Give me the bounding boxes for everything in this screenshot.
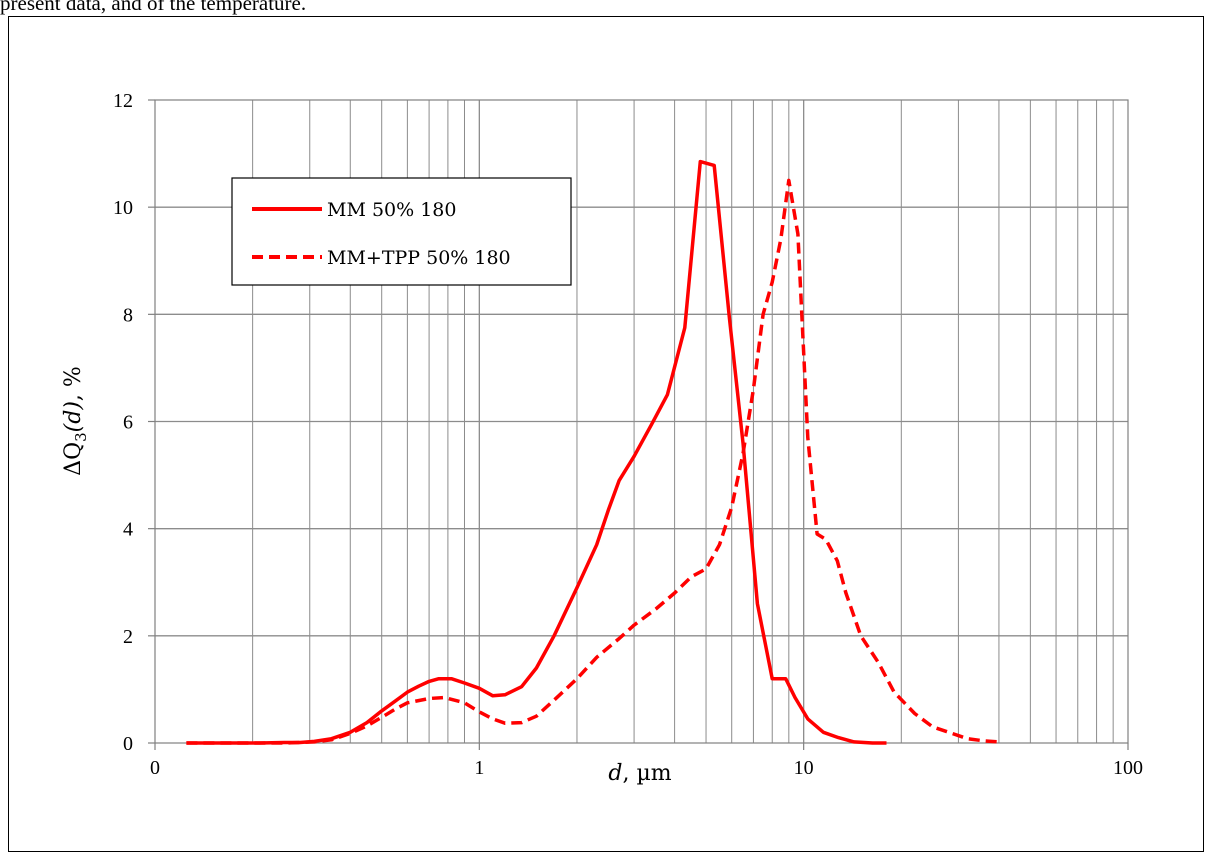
y-tick-label: 2	[123, 626, 133, 648]
x-tick-label: 100	[1113, 757, 1143, 779]
series-layer	[186, 159, 1000, 745]
x-tick-label: 10	[794, 757, 814, 779]
y-tick-label: 6	[123, 412, 133, 434]
y-tick-label: 10	[113, 197, 133, 219]
y-axis-title-sub: 3	[72, 432, 90, 442]
x-axis-title-var: d	[608, 761, 622, 786]
y-tick-label: 4	[123, 519, 133, 541]
x-axis-title-unit: , µm	[622, 761, 671, 786]
x-axis-title: d, µm	[608, 761, 671, 786]
y-axis-title-suffix: , %	[61, 366, 86, 401]
legend-label-mm: MM 50% 180	[327, 199, 456, 221]
x-tick-label: 1	[474, 757, 484, 779]
legend-box	[231, 177, 572, 286]
y-tick-label: 12	[113, 90, 133, 112]
header-fragment-text: present data, and of the temperature.	[0, 0, 307, 15]
y-tick-label: 0	[123, 733, 133, 755]
y-tick-label: 8	[123, 304, 133, 326]
axis-layer: 0 1 10 100 0 2 4 6 8 10 12	[113, 90, 1143, 779]
y-axis-title-arg: (d)	[61, 401, 86, 432]
legend-label-mm-tpp: MM+TPP 50% 180	[327, 247, 511, 269]
x-tick-label: 0	[150, 757, 160, 779]
y-axis-title: ΔQ3(d), %	[61, 366, 90, 476]
y-axis-title-prefix: ΔQ	[61, 442, 86, 476]
legend: MM 50% 180 MM+TPP 50% 180	[231, 177, 572, 286]
chart-frame	[8, 16, 1204, 852]
series-line-mm-tpp	[186, 178, 1000, 745]
